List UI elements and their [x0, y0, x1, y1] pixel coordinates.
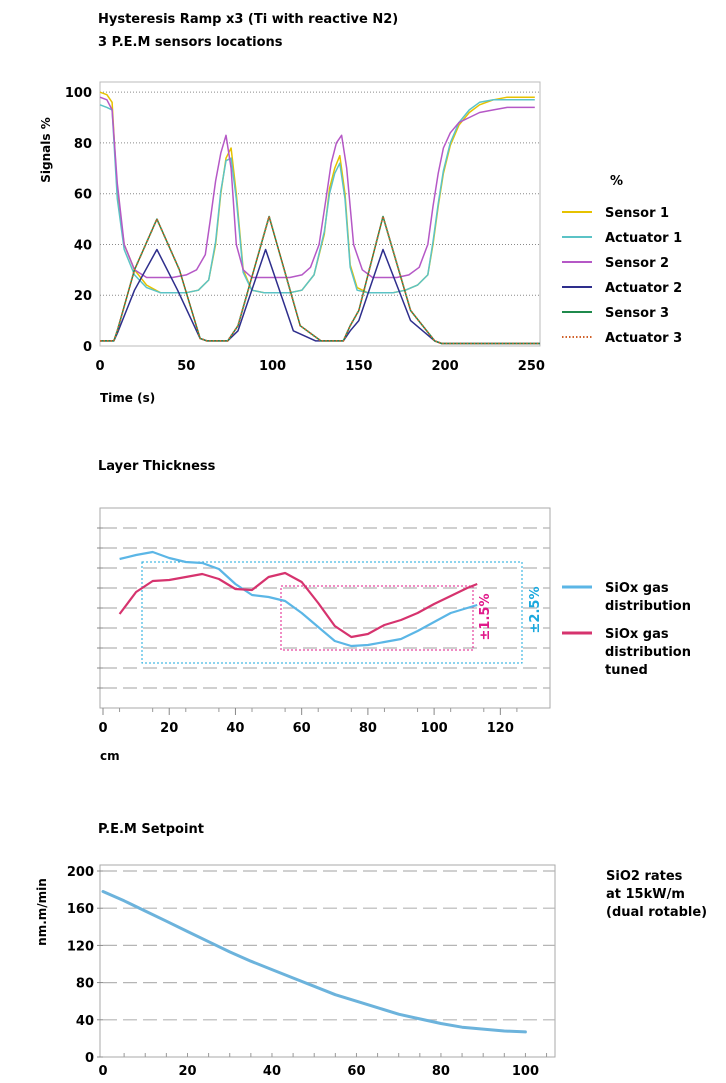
- series-sensor-2: [99, 96, 535, 279]
- legend-label-sensor-1: Sensor 1: [605, 206, 669, 221]
- chart3-y-axis-label: nm.m/min: [35, 878, 49, 946]
- series-siox-gas-distribution: [119, 550, 478, 648]
- chart3-y-ticks: 0 40 80 120 160 200: [67, 865, 103, 1066]
- chart1-frame: [99, 81, 541, 347]
- chart3-legend-line-2: at 15kW/m: [606, 887, 685, 902]
- chart1-series: [99, 91, 540, 345]
- chart2-x-tick-label: 80: [359, 721, 377, 736]
- chart1-subtitle: 3 P.E.M sensors locations: [98, 35, 283, 50]
- chart3-series: [101, 890, 527, 1034]
- chart2-grid: [97, 527, 550, 689]
- chart1-x-tick-label: 0: [95, 359, 104, 374]
- chart2-x-tick-label: 20: [160, 721, 178, 736]
- chart3-grid: [103, 870, 555, 1021]
- chart3-y-tick-label: 200: [67, 865, 94, 880]
- annotation-2-5: ±2.5%: [528, 587, 543, 634]
- chart1-x-tick-label: 250: [518, 359, 545, 374]
- chart1-x-ticks: 0 50 100 150 200 250: [95, 359, 544, 374]
- chart1-y-tick-label: 0: [83, 340, 92, 355]
- series-actuator-3: [100, 215, 540, 345]
- chart2-series: [118, 550, 478, 648]
- chart3-x-tick-label: 0: [98, 1064, 107, 1079]
- chart3-x-tick-label: 100: [512, 1064, 539, 1079]
- chart1-y-tick-label: 100: [65, 86, 92, 101]
- chart3-x-tick-label: 20: [178, 1064, 196, 1079]
- chart1-y-tick-label: 40: [74, 238, 92, 253]
- chart3-x-tick-label: 40: [263, 1064, 281, 1079]
- chart3-y-tick-label: 80: [76, 977, 94, 992]
- chart3-x-tick-label: 80: [432, 1064, 450, 1079]
- chart1-legend-title: %: [610, 174, 623, 189]
- chart3-y-tick-label: 160: [67, 902, 94, 917]
- legend-label-sensor-2: Sensor 2: [605, 256, 669, 271]
- chart2-x-tick-label: 60: [293, 721, 311, 736]
- series-sio2-rate: [101, 890, 527, 1034]
- tolerance-box-1-5: [280, 585, 474, 651]
- chart1-y-tick-label: 20: [74, 289, 92, 304]
- chart1-grid: [100, 91, 540, 296]
- chart1-x-axis-label: Time (s): [100, 391, 155, 405]
- chart2-x-axis-label: cm: [100, 749, 120, 763]
- tolerance-box-2-5: [141, 561, 523, 664]
- chart2-x-tick-label: 0: [98, 721, 107, 736]
- chart1-legend: Sensor 1 Actuator 1 Sensor 2 Actuator 2 Sens…: [562, 206, 682, 346]
- chart3-frame: [99, 864, 556, 1058]
- annotation-1-5: ±1.5%: [478, 594, 493, 641]
- chart1-y-tick-label: 60: [74, 188, 92, 203]
- chart2-x-tick-label: 120: [487, 721, 514, 736]
- legend-label-tuned-1: SiOx gas: [605, 627, 669, 642]
- chart1-x-tick-label: 50: [177, 359, 195, 374]
- chart1-y-ticks: 0 20 40 60 80 100: [65, 86, 92, 355]
- chart3-x-tick-label: 60: [347, 1064, 365, 1079]
- chart1-x-tick-label: 150: [345, 359, 372, 374]
- chart2-x-ticks: 0 20 40 60 80 100 120: [98, 708, 518, 736]
- chart2-legend: SiOx gas distribution SiOx gas distribut…: [562, 581, 691, 678]
- chart1-y-tick-label: 80: [74, 137, 92, 152]
- legend-label-siox-1: SiOx gas: [605, 581, 669, 596]
- chart3-y-tick-label: 40: [76, 1014, 94, 1029]
- legend-label-sensor-3: Sensor 3: [605, 306, 669, 321]
- legend-label-tuned-2: distribution: [605, 645, 691, 660]
- chart1-y-axis-label: Signals %: [39, 117, 53, 182]
- legend-label-siox-2: distribution: [605, 599, 691, 614]
- chart2-x-tick-label: 100: [421, 721, 448, 736]
- chart1-title: Hysteresis Ramp x3 (Ti with reactive N2): [98, 12, 398, 27]
- legend-label-actuator-2: Actuator 2: [605, 281, 682, 296]
- chart3-legend-line-3: (dual rotable): [606, 905, 707, 920]
- legend-label-actuator-3: Actuator 3: [605, 331, 682, 346]
- series-actuator-2: [100, 248, 540, 345]
- chart3-x-ticks: 0 20 40 60 80 100: [98, 1053, 548, 1079]
- chart1-x-tick-label: 200: [432, 359, 459, 374]
- chart2-x-tick-label: 40: [226, 721, 244, 736]
- hysteresis-chart: Hysteresis Ramp x3 (Ti with reactive N2)…: [39, 12, 682, 405]
- setpoint-chart: P.E.M Setpoint 0 40 80 120 160 200 0 20 40 60 80 1…: [35, 822, 707, 1079]
- chart3-legend-line-1: SiO2 rates: [606, 869, 683, 884]
- series-actuator-1: [99, 99, 535, 294]
- series-siox-gas-distribution-tuned: [118, 571, 478, 639]
- legend-label-actuator-1: Actuator 1: [605, 231, 682, 246]
- chart3-title: P.E.M Setpoint: [98, 822, 204, 837]
- legend-label-tuned-3: tuned: [605, 663, 648, 678]
- layer-thickness-chart: Layer Thickness 0 20 40 60 80 100 120 ±1.5% ±2…: [97, 459, 691, 763]
- chart3-y-tick-label: 120: [67, 939, 94, 954]
- chart2-title: Layer Thickness: [98, 459, 216, 474]
- chart1-x-tick-label: 100: [259, 359, 286, 374]
- chart3-y-tick-label: 0: [85, 1051, 94, 1066]
